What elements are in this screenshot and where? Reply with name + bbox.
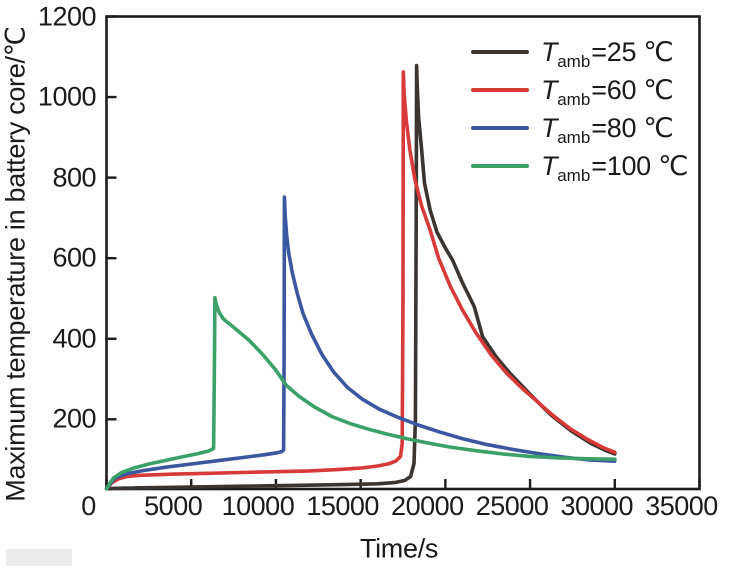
x-tick-label: 35000 [645, 491, 718, 521]
x-tick-label: 15000 [306, 491, 379, 521]
curve-60c [104, 70, 617, 491]
legend-line-swatch [471, 87, 529, 93]
curve-80c [104, 195, 617, 491]
curve-100c [104, 295, 617, 491]
y-tick-label: 800 [52, 162, 96, 193]
legend-entry: Tamb=25 ℃ [471, 33, 688, 71]
y-tick-label: 1200 [37, 0, 97, 31]
x-tick-label: 20000 [391, 491, 464, 521]
x-tick-label: 30000 [560, 491, 634, 521]
y-tick-label: 200 [52, 403, 96, 434]
y-tick-label: 600 [52, 242, 96, 273]
x-axis-title: Time/s [359, 533, 439, 564]
legend-label: Tamb=60 ℃ [541, 74, 674, 109]
legend-entry: Tamb=60 ℃ [471, 71, 688, 109]
x-tick-label: 25000 [475, 491, 549, 521]
legend-line-swatch [471, 163, 529, 169]
plot-frame [105, 15, 701, 491]
x-tick-label: 0 [81, 491, 96, 521]
legend-line-swatch [471, 125, 529, 131]
y-tick-label: 400 [52, 323, 96, 354]
y-tick-label: 1000 [37, 81, 97, 112]
legend: Tamb=25 ℃ Tamb=60 ℃ Tamb=80 ℃ Tamb=100 ℃ [471, 33, 688, 185]
legend-entry: Tamb=100 ℃ [471, 147, 688, 185]
cropped-artifact [6, 549, 72, 566]
legend-entry: Tamb=80 ℃ [471, 109, 688, 147]
legend-label: Tamb=25 ℃ [541, 36, 674, 71]
legend-line-swatch [471, 49, 529, 55]
x-tick-label: 10000 [221, 491, 295, 521]
legend-label: Tamb=100 ℃ [541, 150, 689, 185]
x-tick-label: 5000 [144, 491, 203, 521]
legend-label: Tamb=80 ℃ [541, 112, 674, 147]
